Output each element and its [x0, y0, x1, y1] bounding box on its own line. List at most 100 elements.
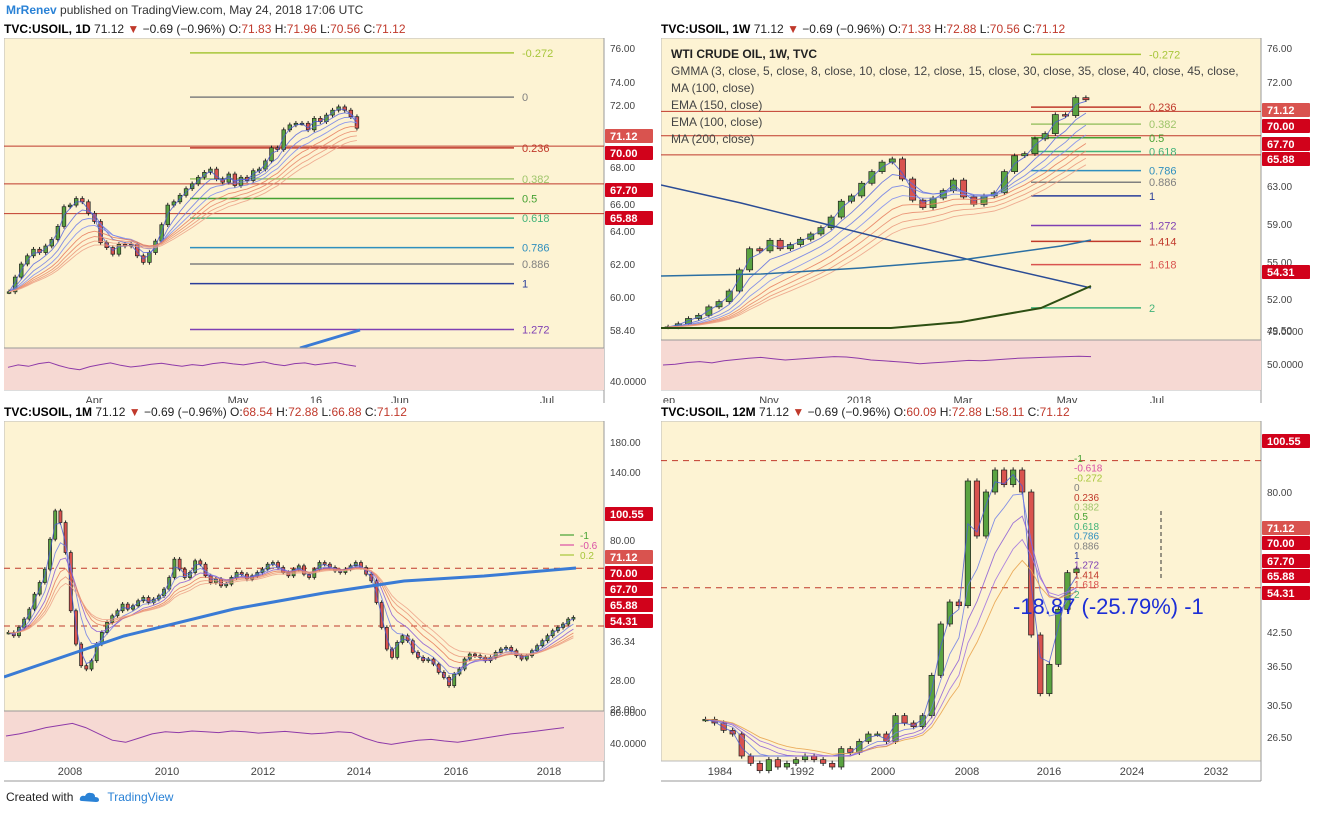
y-tick-label: 80.00: [610, 536, 635, 547]
symbol-label: TVC:USOIL, 12M: [661, 405, 756, 419]
candle: [177, 558, 182, 570]
chart-panel-weekly[interactable]: TVC:USOIL, 1W 71.12 ▼ −0.69 (−0.96%) O:7…: [661, 20, 1315, 408]
rsi-pane: [661, 340, 1261, 390]
fib-level-label: 0: [1074, 483, 1080, 494]
price-tag-label: 70.00: [610, 148, 638, 160]
long-moving-average-line: [661, 184, 1092, 289]
rsi-axis-label: 40.0000: [610, 739, 647, 750]
price-tag: [605, 614, 653, 628]
rsi-pane: [4, 711, 604, 761]
candle: [946, 601, 953, 625]
candle: [811, 755, 818, 761]
price-tag-label: 54.31: [1267, 267, 1295, 279]
chart-header: TVC:USOIL, 1W 71.12 ▼ −0.69 (−0.96%) O:7…: [661, 22, 1066, 36]
fib-level-label: 0.382: [1074, 503, 1099, 514]
moving-average-line: [668, 124, 1087, 328]
y-tick-label: 64.00: [610, 227, 635, 238]
price-change: −0.69 (−0.96%): [802, 22, 886, 36]
fib-level-label: 1: [1074, 551, 1080, 562]
price-tag: [605, 582, 653, 596]
candle: [858, 182, 866, 197]
fib-level-label: 0.2: [580, 551, 594, 562]
y-tick-label: 36.34: [610, 637, 635, 648]
x-tick-label: 2032: [1204, 766, 1228, 778]
chart-canvas[interactable]: 180.00140.00100.0080.0036.3428.0022.0020…: [4, 421, 658, 786]
price-change: −0.69 (−0.96%): [142, 22, 226, 36]
moving-average-line: [8, 135, 357, 293]
y-tick-label: 59.00: [1267, 220, 1292, 231]
y-tick-label: 26.50: [1267, 733, 1292, 744]
price-tag: [1262, 119, 1310, 133]
moving-average-line: [8, 112, 358, 293]
moving-average-line: [9, 139, 357, 293]
candle: [1021, 153, 1029, 157]
candle: [1000, 171, 1008, 194]
price-tag: [605, 507, 653, 521]
chart-panel-monthly[interactable]: TVC:USOIL, 1M 71.12 ▼ −0.69 (−0.96%) O:6…: [4, 403, 658, 791]
candle: [756, 248, 764, 252]
y-tick-label: 74.00: [610, 78, 635, 89]
long-moving-average-line: [299, 328, 361, 350]
candle: [1019, 469, 1026, 493]
open-value: 71.83: [241, 22, 272, 36]
price-tag: [605, 183, 653, 197]
candle: [374, 580, 379, 603]
chart-canvas[interactable]: 76.00 72.00 67.70 63.00 59.00 55.00 52.00 49.50…: [661, 38, 1315, 408]
low-value: 70.56: [330, 22, 361, 36]
moving-average-line: [668, 164, 1087, 328]
price-tag-label: 54.31: [610, 616, 638, 628]
candle: [1072, 97, 1080, 116]
candle: [848, 195, 855, 202]
moving-average-line: [705, 538, 1077, 757]
candle: [705, 306, 713, 316]
rsi-line: [5, 722, 565, 745]
moving-average-line: [8, 126, 357, 293]
fib-level-label: 0.236: [1074, 493, 1099, 504]
y-tick-label: 66.00: [610, 200, 635, 211]
chart-canvas[interactable]: 76.00 74.00 72.00 70.00 68.00 66.00 64.00 62.00…: [4, 38, 658, 408]
x-tick-label: 2016: [1037, 766, 1061, 778]
y-tick-label: 72.00: [1267, 78, 1292, 89]
price-axis: [1261, 421, 1315, 781]
candle: [395, 642, 400, 658]
candle: [991, 469, 999, 493]
high-value: 71.96: [286, 22, 317, 36]
candle: [48, 538, 52, 570]
x-tick-label: 2010: [155, 766, 179, 778]
low-value: 70.56: [989, 22, 1020, 36]
publisher-name[interactable]: MrRenev: [6, 3, 57, 17]
legend-entry: WTI CRUDE OIL, 1W, TVC: [671, 47, 817, 61]
price-tag: [1262, 521, 1310, 535]
rsi-line: [7, 361, 357, 371]
candle: [125, 603, 130, 610]
price-tag-label: 65.88: [610, 213, 638, 225]
fib-level-label: 1: [1149, 191, 1155, 203]
fib-level-label: 0.886: [522, 259, 550, 271]
fib-level-label: 2: [1149, 303, 1155, 315]
chart-panel-yearly[interactable]: TVC:USOIL, 12M 71.12 ▼ −0.69 (−0.96%) O:…: [661, 403, 1315, 791]
price-axis: [1261, 38, 1315, 408]
candle: [738, 733, 745, 757]
legend-entry: EMA (100, close): [671, 115, 762, 129]
created-with-label: Created with: [6, 790, 74, 804]
candle: [747, 755, 754, 764]
tradingview-link[interactable]: TradingView: [107, 790, 174, 804]
moving-average-line: [668, 100, 1087, 328]
candle: [955, 601, 962, 607]
fib-level-label: 0.5: [522, 194, 537, 206]
chart-panel-daily[interactable]: TVC:USOIL, 1D 71.12 ▼ −0.69 (−0.96%) O:7…: [4, 20, 658, 408]
price-tag-label: 65.88: [610, 600, 638, 612]
close-value: 71.12: [1035, 22, 1066, 36]
price-tag: [605, 129, 653, 143]
price-change: −0.69 (−0.96%): [143, 405, 227, 419]
long-moving-average-line: [661, 285, 1092, 329]
candle: [919, 199, 927, 208]
x-tick-label: 2012: [251, 766, 275, 778]
long-moving-average-line: [4, 566, 577, 679]
y-tick-label: 22.00: [610, 705, 635, 716]
candle: [116, 244, 122, 255]
change-arrow-icon: ▼: [127, 22, 140, 36]
measure-annotation: -18.87 (-25.79%) -1: [1013, 594, 1204, 619]
fib-level-label: 0.618: [1074, 522, 1099, 533]
